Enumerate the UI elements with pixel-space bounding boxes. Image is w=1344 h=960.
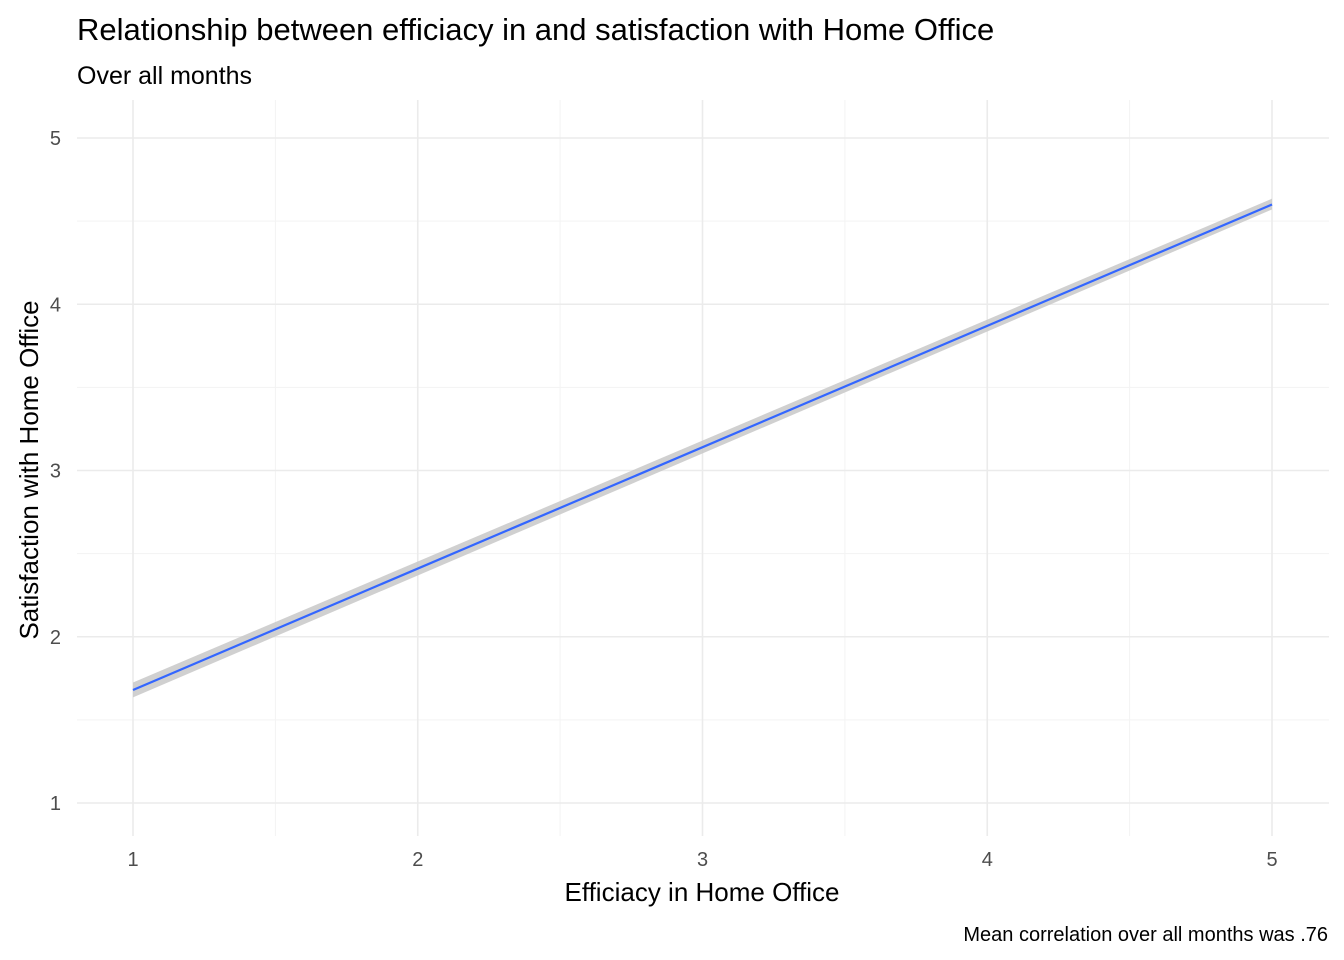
x-tick-label: 4 (982, 849, 993, 871)
y-tick-label: 1 (50, 793, 61, 815)
regression-line (132, 203, 1273, 691)
x-tick-label: 3 (697, 849, 708, 871)
x-tick-label: 1 (127, 849, 138, 871)
y-tick-label: 5 (50, 128, 61, 150)
x-tick-label: 5 (1266, 849, 1277, 871)
y-tick-label: 4 (50, 294, 61, 316)
chart-caption: Mean correlation over all months was .76 (963, 924, 1328, 946)
x-axis-title: Efficiacy in Home Office (564, 877, 839, 907)
x-tick-label: 2 (412, 849, 423, 871)
y-tick-label: 3 (50, 461, 61, 483)
grid (77, 100, 1329, 836)
chart-title: Relationship between efficiacy in and sa… (77, 12, 994, 47)
regression-line-layer (132, 203, 1273, 691)
y-axis-ticks: 1 2 3 4 5 (50, 128, 61, 815)
x-axis-ticks: 1 2 3 4 5 (127, 849, 1277, 871)
y-axis-title: Satisfaction with Home Office (14, 300, 44, 639)
chart-subtitle: Over all months (77, 62, 252, 90)
y-tick-label: 2 (50, 627, 61, 649)
